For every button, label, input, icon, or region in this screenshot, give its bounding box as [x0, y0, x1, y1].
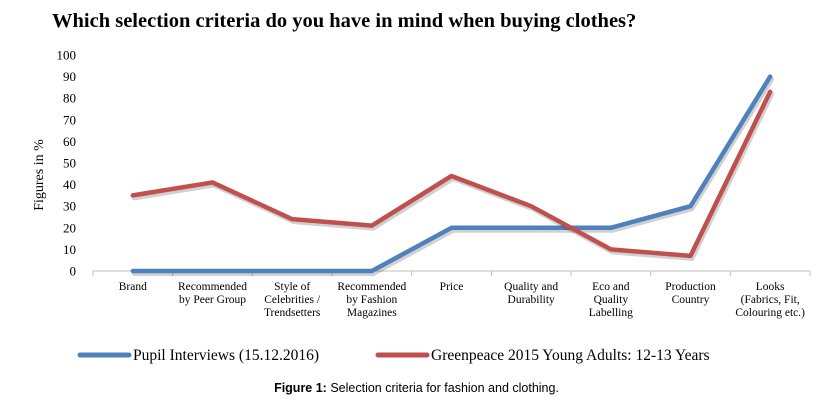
y-tick-label-50: 50 [63, 156, 76, 171]
y-axis-ticks: 0 10 20 30 40 50 60 70 80 90 100 [57, 48, 77, 279]
y-tick-label-30: 30 [63, 199, 76, 214]
figure-caption: Figure 1: Selection criteria for fashion… [274, 381, 559, 395]
x-category-label: Recommended by Fashion Magazines [337, 281, 406, 319]
x-axis-category-labels: Brand Recommended by Peer Group Style of Cel… [119, 281, 805, 319]
legend-label-greenpeace: Greenpeace 2015 Young Adults: 12-13 Year… [431, 347, 710, 364]
y-tick-label-40: 40 [63, 177, 76, 192]
y-tick-label-20: 20 [63, 220, 76, 235]
x-category-label: Brand [119, 281, 147, 293]
legend: Pupil Interviews (15.12.2016) Greenpeace… [77, 347, 710, 364]
y-tick-label-100: 100 [57, 48, 77, 63]
series-layer [130, 74, 775, 276]
x-category-label: Production Country [665, 281, 716, 306]
y-tick-label-80: 80 [63, 91, 76, 106]
figure-caption-text: Selection criteria for fashion and cloth… [327, 381, 559, 395]
x-category-label: Price [440, 281, 464, 293]
y-tick-label-90: 90 [63, 69, 76, 84]
figure-caption-label: Figure 1: [274, 381, 327, 395]
y-tick-label-60: 60 [63, 134, 76, 149]
x-category-label: Recommended by Peer Group [178, 281, 247, 306]
x-category-label: Quality and Durability [504, 281, 558, 306]
y-axis-label: Figures in % [32, 139, 47, 211]
legend-label-pupil-interviews: Pupil Interviews (15.12.2016) [133, 347, 319, 364]
x-category-label: Eco and Quality Labelling [589, 281, 633, 319]
y-tick-label-0: 0 [70, 264, 77, 279]
y-tick-label-10: 10 [63, 242, 76, 257]
series-shadow-pupil-interviews [131, 76, 775, 276]
x-category-label: Style of Celebrities / Trendsetters [264, 281, 321, 319]
y-tick-label-70: 70 [63, 112, 76, 127]
x-category-label: Looks (Fabrics, Fit, Colouring etc.) [735, 281, 805, 319]
chart-title: Which selection criteria do you have in … [52, 10, 636, 32]
